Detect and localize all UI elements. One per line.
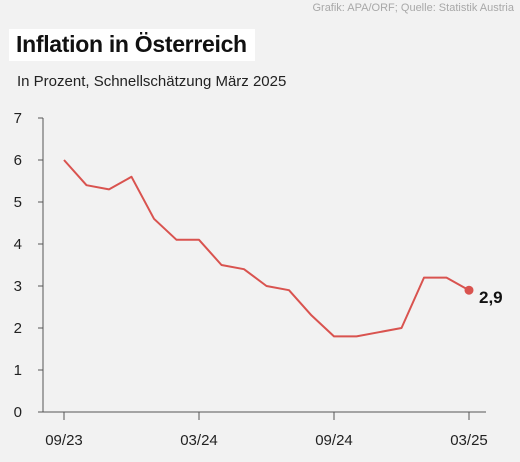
x-tick-label: 09/24 bbox=[315, 432, 353, 449]
data-point bbox=[356, 335, 358, 337]
series-line bbox=[63, 159, 470, 338]
data-point bbox=[243, 268, 245, 270]
data-point bbox=[86, 184, 88, 186]
data-point bbox=[198, 239, 200, 241]
chart-title: Inflation in Österreich bbox=[9, 29, 255, 61]
y-tick-label: 6 bbox=[14, 152, 22, 169]
data-point bbox=[333, 335, 335, 337]
y-tick-label: 5 bbox=[14, 194, 22, 211]
y-tick-label: 0 bbox=[14, 404, 22, 421]
data-point bbox=[423, 277, 425, 279]
y-tick-label: 2 bbox=[14, 320, 22, 337]
data-point bbox=[446, 277, 448, 279]
y-tick-label: 7 bbox=[14, 110, 22, 127]
end-value-label: 2,9 bbox=[479, 288, 503, 307]
y-tick-label: 1 bbox=[14, 362, 22, 379]
data-point bbox=[153, 218, 155, 220]
data-point bbox=[288, 289, 290, 291]
data-point bbox=[131, 176, 133, 178]
x-tick-label: 03/25 bbox=[450, 432, 488, 449]
data-point bbox=[63, 159, 65, 161]
data-point bbox=[266, 285, 268, 287]
chart-subtitle: In Prozent, Schnellschätzung März 2025 bbox=[17, 73, 287, 90]
y-tick-label: 4 bbox=[14, 236, 22, 253]
data-point bbox=[176, 239, 178, 241]
x-tick-label: 09/23 bbox=[45, 432, 83, 449]
data-point bbox=[221, 264, 223, 266]
data-point bbox=[378, 331, 380, 333]
x-tick-label: 03/24 bbox=[180, 432, 218, 449]
data-point bbox=[401, 327, 403, 329]
data-point bbox=[108, 188, 110, 190]
source-credit: Grafik: APA/ORF; Quelle: Statistik Austr… bbox=[312, 2, 514, 14]
data-point bbox=[311, 314, 313, 316]
y-tick-label: 3 bbox=[14, 278, 22, 295]
last-data-point bbox=[464, 285, 474, 295]
